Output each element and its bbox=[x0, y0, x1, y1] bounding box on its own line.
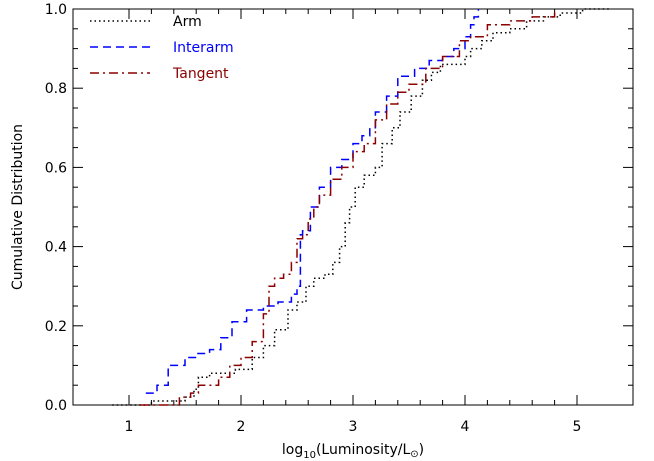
x-tick-label: 1 bbox=[125, 419, 134, 435]
legend-label-interarm: Interarm bbox=[173, 40, 234, 56]
x-tick-label: 2 bbox=[237, 419, 246, 435]
x-tick-label: 3 bbox=[349, 419, 358, 435]
y-axis-label: Cumulative Distribution bbox=[10, 124, 26, 290]
x-tick-label: 5 bbox=[573, 419, 582, 435]
series-line-arm bbox=[112, 8, 611, 406]
y-tick-label: 0.8 bbox=[45, 81, 67, 97]
y-tick-label: 1.0 bbox=[45, 2, 67, 18]
plot-frame bbox=[72, 8, 634, 406]
legend-label-arm: Arm bbox=[173, 14, 202, 30]
y-tick-label: 0.0 bbox=[45, 398, 67, 414]
x-axis-ticks: 1 2 3 4 5 bbox=[125, 9, 582, 435]
y-tick-label: 0.4 bbox=[45, 240, 67, 256]
x-axis-label: log10(Luminosity/L⊙) bbox=[282, 442, 424, 461]
series-line-tangent bbox=[140, 9, 556, 406]
x-tick-label: 4 bbox=[461, 419, 470, 435]
y-tick-label: 0.2 bbox=[45, 319, 67, 335]
legend-label-tangent: Tangent bbox=[172, 66, 229, 82]
y-axis-ticks: 0.0 0.2 0.4 0.6 0.8 1.0 bbox=[45, 2, 633, 414]
y-tick-label: 0.6 bbox=[45, 160, 67, 176]
series-lines bbox=[112, 8, 611, 406]
legend: Arm Interarm Tangent bbox=[90, 14, 234, 82]
